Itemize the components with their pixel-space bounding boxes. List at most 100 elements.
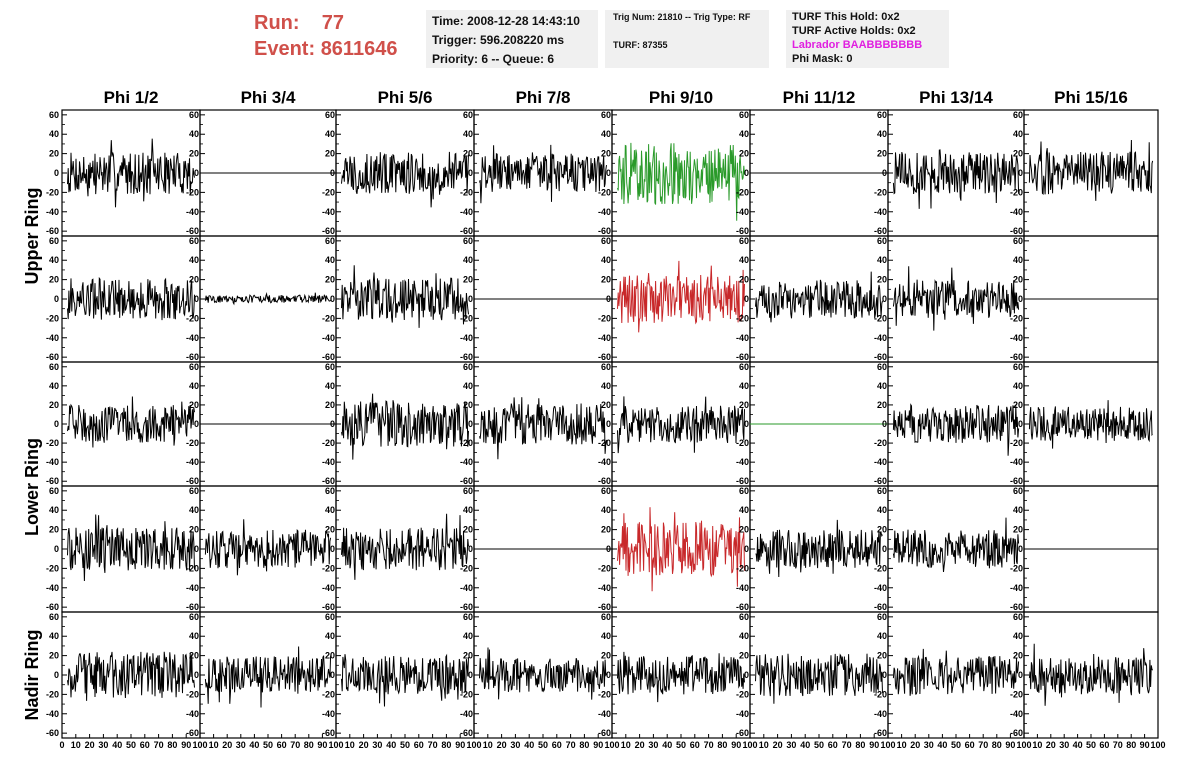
y-tick-label: -40 xyxy=(874,457,887,467)
waveform-trace xyxy=(479,397,607,460)
waveform-trace xyxy=(1028,400,1153,449)
x-tick-label: 50 xyxy=(814,740,824,750)
y-tick-label: -40 xyxy=(186,457,199,467)
column-title: Phi 13/14 xyxy=(919,88,993,107)
y-tick-label: 60 xyxy=(325,612,335,622)
y-tick-label: -60 xyxy=(736,352,749,362)
y-tick-label: -20 xyxy=(460,187,473,197)
x-tick-label: 80 xyxy=(579,740,589,750)
x-tick-label: 40 xyxy=(1073,740,1083,750)
y-tick-label: 40 xyxy=(601,381,611,391)
waveform-trace xyxy=(67,138,195,208)
y-tick-label: 0 xyxy=(330,544,335,554)
y-tick-label: 40 xyxy=(463,255,473,265)
x-tick-label: 20 xyxy=(1046,740,1056,750)
y-tick-label: -20 xyxy=(186,187,199,197)
y-tick-label: 20 xyxy=(463,400,473,410)
x-tick-label: 60 xyxy=(552,740,562,750)
y-tick-label: 40 xyxy=(1013,631,1023,641)
y-tick-label: -20 xyxy=(1010,689,1023,699)
y-tick-label: -40 xyxy=(598,709,611,719)
x-tick-label: 100 xyxy=(742,740,757,750)
priority-text: Priority: 6 -- Queue: 6 xyxy=(432,52,555,66)
y-tick-label: -40 xyxy=(598,333,611,343)
y-tick-label: 20 xyxy=(325,149,335,159)
y-tick-label: -60 xyxy=(736,728,749,738)
y-tick-label: -20 xyxy=(186,313,199,323)
y-tick-label: 60 xyxy=(1013,612,1023,622)
y-tick-label: -20 xyxy=(322,313,335,323)
y-tick-label: -40 xyxy=(598,457,611,467)
y-tick-label: -20 xyxy=(874,563,887,573)
y-tick-label: -60 xyxy=(46,728,59,738)
x-tick-label: 70 xyxy=(704,740,714,750)
x-tick-label: 100 xyxy=(466,740,481,750)
y-tick-label: -60 xyxy=(186,602,199,612)
y-tick-label: -40 xyxy=(322,333,335,343)
y-tick-label: 40 xyxy=(49,631,59,641)
y-tick-label: -40 xyxy=(186,207,199,217)
waveform-trace xyxy=(617,651,745,703)
x-tick-label: 20 xyxy=(773,740,783,750)
y-tick-label: 40 xyxy=(1013,129,1023,139)
y-tick-label: 0 xyxy=(54,419,59,429)
trig-num-text: Trig Num: 21810 -- Trig Type: RF xyxy=(613,12,751,22)
y-tick-label: 0 xyxy=(330,294,335,304)
y-tick-label: -40 xyxy=(874,207,887,217)
y-tick-label: 40 xyxy=(463,129,473,139)
y-tick-label: 0 xyxy=(882,670,887,680)
y-tick-label: 20 xyxy=(1013,651,1023,661)
y-tick-label: -60 xyxy=(874,226,887,236)
y-tick-label: 20 xyxy=(601,400,611,410)
x-tick-label: 40 xyxy=(112,740,122,750)
x-tick-label: 40 xyxy=(662,740,672,750)
y-tick-label: 60 xyxy=(739,236,749,246)
y-tick-label: 20 xyxy=(49,275,59,285)
y-tick-label: -20 xyxy=(322,438,335,448)
y-tick-label: -20 xyxy=(46,313,59,323)
y-tick-label: 40 xyxy=(325,505,335,515)
waveform-trace xyxy=(617,260,745,333)
y-tick-label: 40 xyxy=(877,381,887,391)
event-value: 8611646 xyxy=(320,38,398,60)
y-tick-label: 20 xyxy=(1013,525,1023,535)
x-tick-label: 20 xyxy=(910,740,920,750)
waveform-trace xyxy=(341,513,469,580)
y-tick-label: 40 xyxy=(49,505,59,515)
x-tick-label: 70 xyxy=(1113,740,1123,750)
column-title: Phi 5/6 xyxy=(378,88,433,107)
y-tick-label: -60 xyxy=(186,476,199,486)
x-tick-label: 80 xyxy=(717,740,727,750)
y-tick-label: 60 xyxy=(1013,236,1023,246)
y-tick-label: 20 xyxy=(325,525,335,535)
y-tick-label: -20 xyxy=(460,563,473,573)
waveform-trace xyxy=(341,393,469,460)
y-tick-label: 60 xyxy=(1013,110,1023,120)
y-tick-label: -40 xyxy=(598,207,611,217)
y-tick-label: 40 xyxy=(739,505,749,515)
y-tick-label: 0 xyxy=(744,419,749,429)
y-tick-label: -40 xyxy=(1010,207,1023,217)
waveform-trace xyxy=(1028,643,1154,706)
y-tick-label: 60 xyxy=(325,110,335,120)
x-tick-label: 80 xyxy=(304,740,314,750)
y-tick-label: 60 xyxy=(463,236,473,246)
y-tick-label: -60 xyxy=(322,728,335,738)
x-tick-label: 30 xyxy=(510,740,520,750)
y-tick-label: -60 xyxy=(598,476,611,486)
y-tick-label: -40 xyxy=(1010,333,1023,343)
y-tick-label: -60 xyxy=(598,602,611,612)
y-tick-label: -60 xyxy=(322,476,335,486)
x-tick-label: 60 xyxy=(1099,740,1109,750)
y-tick-label: -40 xyxy=(1010,457,1023,467)
y-tick-label: 60 xyxy=(49,110,59,120)
event-row: Event: 8611646 xyxy=(254,36,397,62)
y-tick-label: -20 xyxy=(598,438,611,448)
y-tick-label: 60 xyxy=(1013,362,1023,372)
x-tick-label: 100 xyxy=(1016,740,1031,750)
waveform-trace xyxy=(67,514,195,582)
y-tick-label: -40 xyxy=(736,207,749,217)
y-tick-label: 60 xyxy=(1013,486,1023,496)
y-tick-label: -60 xyxy=(598,728,611,738)
y-tick-label: -60 xyxy=(1010,352,1023,362)
